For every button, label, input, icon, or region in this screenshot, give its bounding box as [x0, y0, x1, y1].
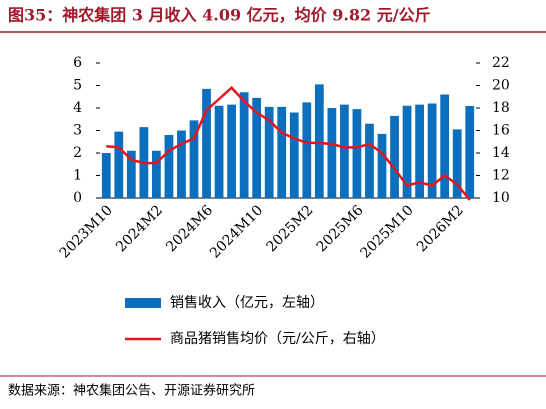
bar: [189, 120, 199, 198]
bar: [126, 150, 136, 198]
legend-label: 商品猪销售均价（元/公斤，右轴）: [170, 331, 385, 347]
y2-tick-label: 22: [492, 55, 510, 71]
y2-tick-label: 10: [492, 190, 510, 206]
bar: [377, 133, 387, 198]
bar: [302, 102, 312, 198]
y2-tick-label: 20: [492, 78, 510, 94]
line: [106, 85, 471, 201]
chart-title: 图35：神农集团 3 月收入 4.09 亿元，均价 9.82 元/公斤: [8, 6, 431, 25]
bar: [289, 112, 299, 198]
bar: [202, 88, 211, 198]
bar: [214, 105, 224, 198]
source: 数据来源：神农集团公告、开源证券研究所: [8, 383, 255, 399]
bar: [227, 104, 236, 198]
bar: [327, 108, 337, 198]
bar: [264, 106, 274, 198]
y2-tick-label: 12: [492, 168, 510, 184]
y2-tick-label: 18: [492, 100, 510, 116]
y-tick-label: 6: [73, 55, 82, 71]
bar: [402, 105, 412, 198]
x-tick-label: 2025M6: [314, 202, 367, 255]
bar: [440, 94, 450, 198]
bar: [314, 84, 324, 198]
bar: [114, 131, 124, 198]
x-tick-label: 2024M6: [163, 202, 216, 255]
bar: [101, 153, 111, 198]
y-tick-label: 5: [73, 78, 82, 94]
bar: [340, 104, 349, 198]
y2-tick-label: 16: [492, 123, 510, 139]
x-tick-label: 2023M10: [57, 202, 116, 261]
bar: [427, 103, 437, 198]
y-tick-label: 1: [73, 168, 82, 184]
bar: [252, 97, 262, 198]
bar: [177, 130, 186, 198]
y-tick-label: 0: [73, 190, 82, 206]
bar: [415, 104, 424, 198]
x-tick-label: 2024M10: [207, 202, 266, 261]
bar: [352, 109, 362, 198]
x-tick-label: 2026M2: [414, 202, 467, 255]
x-tick-label: 2025M10: [357, 202, 416, 261]
legend-label: 销售收入（亿元，左轴）: [170, 295, 324, 311]
bar: [452, 129, 462, 198]
bar: [277, 106, 287, 198]
x-tick-label: 2025M2: [264, 202, 317, 255]
y-tick-label: 3: [73, 123, 82, 139]
y-tick-label: 4: [73, 100, 82, 116]
bar: [365, 123, 374, 198]
x-tick-label: 2024M2: [113, 202, 166, 255]
bar: [239, 92, 249, 198]
bar: [390, 115, 399, 198]
y-tick-label: 2: [73, 145, 82, 161]
legend-swatch: [125, 298, 161, 308]
bar: [465, 105, 475, 198]
y2-tick-label: 14: [492, 145, 510, 161]
bar: [152, 150, 161, 198]
bar: [164, 135, 174, 198]
